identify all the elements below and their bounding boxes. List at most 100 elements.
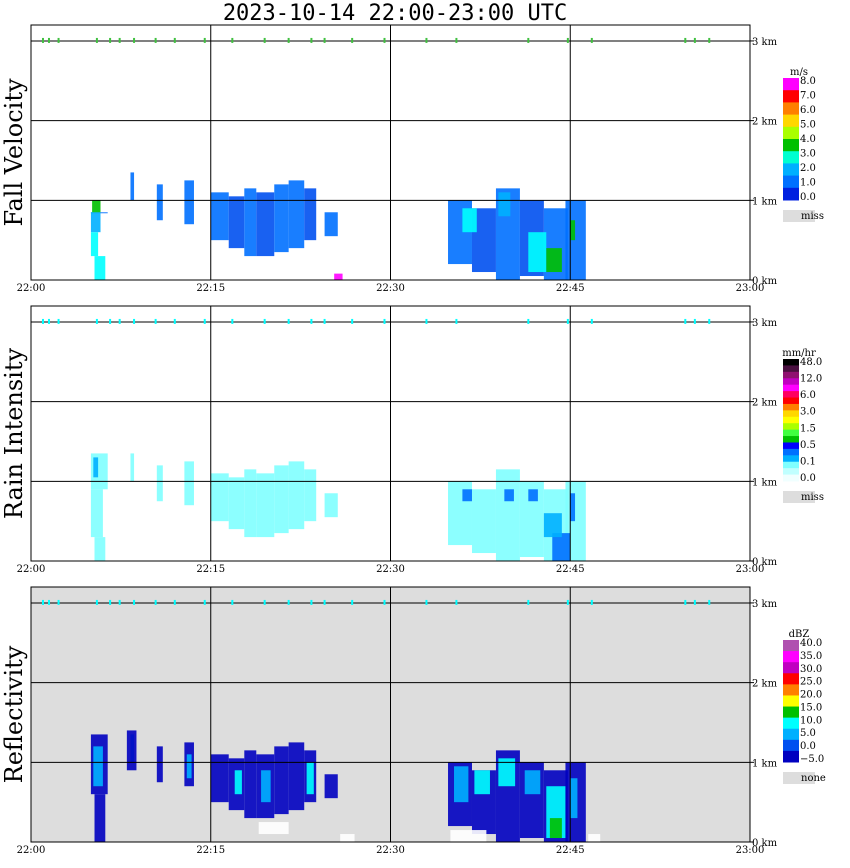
ceiling-mark (263, 318, 266, 324)
colorbar-label: 3.0 (800, 407, 816, 418)
echo-cell (454, 766, 469, 803)
colorbar-label: 15.0 (800, 702, 822, 713)
colorbar-missing-swatch (783, 210, 815, 222)
colorbar-swatch (783, 359, 799, 366)
colorbar-label: 4.0 (800, 134, 816, 145)
ceiling-mark (203, 318, 206, 324)
y-tick-label: 3 km (752, 599, 778, 610)
colorbar-swatch (783, 706, 799, 719)
y-axis-label: Rain Intensity (0, 348, 28, 520)
colorbar-swatch (783, 384, 799, 392)
colorbar-label: 5.0 (800, 728, 816, 739)
colorbar-label: 7.0 (800, 91, 816, 102)
echo-cell (234, 770, 242, 795)
echo-cell (324, 493, 338, 518)
echo-cell (274, 465, 289, 534)
colorbar-missing-label: miss (801, 492, 824, 503)
echo-cell (126, 730, 137, 771)
ceiling-mark (287, 37, 290, 43)
ceiling-mark (57, 599, 60, 605)
echo-cell (324, 774, 338, 799)
x-tick-label: 22:15 (196, 845, 225, 856)
colorbar-label: 3.0 (800, 149, 816, 160)
colorbar-swatch (783, 442, 799, 450)
ceiling-mark (590, 318, 593, 324)
echo-cell (244, 188, 257, 257)
x-tick-label: 22:00 (17, 845, 46, 856)
colorbar-swatch (783, 410, 799, 418)
y-tick-label: 2 km (752, 117, 778, 128)
ceiling-mark (57, 318, 60, 324)
echo-cell (94, 794, 106, 842)
colorbar-swatch (783, 461, 799, 469)
colorbar-swatch (783, 739, 799, 752)
colorbar-swatch (783, 662, 799, 674)
ceiling-mark (173, 318, 176, 324)
colorbar-missing-label: none (801, 773, 826, 784)
colorbar-swatch (783, 474, 799, 482)
ceiling-mark (231, 599, 234, 605)
colorbar-unit: m/s (790, 67, 808, 78)
panel-border (30, 586, 751, 843)
ceiling-mark (566, 599, 569, 605)
x-tick-label: 22:00 (17, 283, 46, 294)
colorbar-swatch (783, 728, 799, 741)
colorbar-swatch (783, 416, 799, 424)
echo-cell (256, 192, 275, 257)
colorbar-label: 2.0 (800, 163, 816, 174)
colorbar-label: 5.0 (800, 120, 816, 131)
colorbar-label: 0.0 (800, 741, 816, 752)
echo-cell (324, 212, 338, 237)
ceiling-mark (693, 599, 696, 605)
ceiling-mark (231, 37, 234, 43)
colorbar-label: 0.0 (800, 473, 816, 484)
ceiling-mark (351, 599, 354, 605)
y-tick-label: 3 km (752, 37, 778, 48)
y-tick-label: 1 km (752, 758, 778, 769)
ceiling-mark (57, 37, 60, 43)
colorbar-swatch (783, 468, 799, 476)
echo-cell (288, 742, 305, 811)
x-tick-label: 22:00 (17, 564, 46, 575)
y-tick-label: 1 km (752, 477, 778, 488)
ceiling-mark (708, 318, 711, 324)
chart-title: 2023-10-14 22:00-23:00 UTC (222, 1, 568, 26)
y-tick-label: 3 km (752, 318, 778, 329)
y-axis-label: Fall Velocity (0, 78, 28, 227)
colorbar-missing-swatch (783, 491, 815, 503)
ceiling-mark (47, 37, 50, 43)
ceiling-mark (351, 318, 354, 324)
ceiling-mark (425, 599, 428, 605)
ceiling-mark (383, 318, 386, 324)
ceiling-mark (47, 599, 50, 605)
ceiling-mark (425, 318, 428, 324)
ceiling-mark (203, 37, 206, 43)
colorbar-label: −5.0 (800, 754, 824, 765)
colorbar-swatch (783, 126, 799, 140)
y-tick-label: 0 km (752, 838, 778, 849)
ceiling-mark (263, 37, 266, 43)
colorbar-label: 0.0 (800, 192, 816, 203)
ceiling-mark (231, 318, 234, 324)
ceiling-mark (527, 599, 530, 605)
ceiling-mark (203, 599, 206, 605)
ceiling-mark (527, 37, 530, 43)
ceiling-mark (47, 318, 50, 324)
colorbar-swatch (783, 378, 799, 386)
echo-cell (261, 770, 271, 803)
ceiling-mark (708, 37, 711, 43)
ceiling-mark (455, 37, 458, 43)
colorbar-swatch (783, 448, 799, 456)
echo-cell (210, 754, 229, 803)
colorbar-swatch (783, 365, 799, 373)
x-tick-label: 23:00 (736, 845, 765, 856)
echo-cell (184, 461, 194, 506)
x-tick-label: 22:15 (196, 564, 225, 575)
colorbar-label: 20.0 (800, 690, 822, 701)
echo-cell (288, 461, 305, 530)
ceiling-mark (708, 599, 711, 605)
ceiling-mark (118, 318, 121, 324)
colorbar-swatch (783, 397, 799, 405)
ceiling-mark (173, 599, 176, 605)
colorbar-label: 25.0 (800, 677, 822, 688)
